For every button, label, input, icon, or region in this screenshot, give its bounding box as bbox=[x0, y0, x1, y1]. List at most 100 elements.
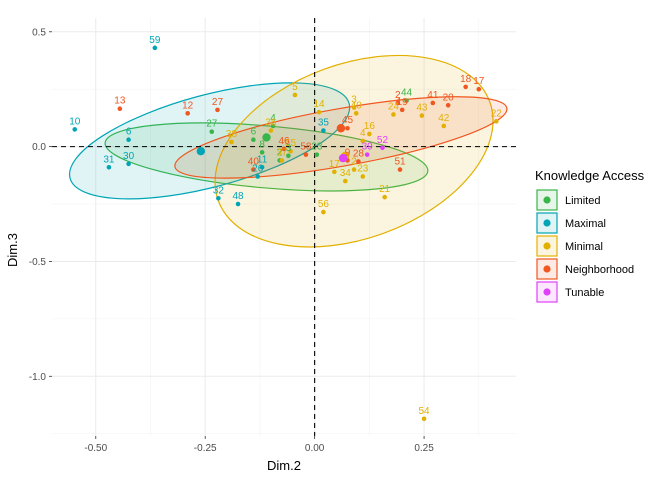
point-label: 18 bbox=[460, 74, 472, 85]
point-minimal bbox=[360, 174, 366, 179]
point-neighborhood bbox=[215, 107, 220, 113]
point-minimal bbox=[391, 112, 396, 117]
point-neighborhood bbox=[303, 152, 309, 157]
point-label: 6 bbox=[126, 127, 132, 138]
point-limited bbox=[270, 123, 276, 129]
point-label: 30 bbox=[123, 151, 135, 162]
point-label: 20 bbox=[443, 92, 455, 103]
data-points bbox=[72, 45, 499, 422]
point-label: 14 bbox=[313, 99, 325, 110]
point-label: 8 bbox=[259, 139, 265, 150]
point-minimal bbox=[292, 92, 298, 98]
point-minimal bbox=[494, 119, 499, 124]
point-label: 22 bbox=[491, 108, 503, 119]
point-label: 17 bbox=[329, 159, 341, 170]
point-neighborhood bbox=[117, 106, 123, 112]
point-minimal bbox=[441, 123, 447, 129]
legend: Knowledge Access Limited Maximal Minimal Ne… bbox=[535, 168, 645, 303]
point-label: 3 bbox=[351, 95, 357, 106]
point-limited bbox=[259, 150, 265, 155]
point-limited bbox=[286, 153, 291, 159]
point-minimal bbox=[360, 138, 366, 144]
point-minimal bbox=[332, 169, 337, 175]
point-label: 48 bbox=[232, 191, 244, 202]
point-limited bbox=[404, 98, 409, 103]
point-maximal bbox=[216, 195, 221, 201]
point-label: 4 bbox=[270, 113, 276, 124]
point-label: 44 bbox=[401, 88, 413, 99]
point-neighborhood bbox=[463, 84, 468, 90]
centroid-maximal bbox=[196, 147, 206, 156]
point-label: 16 bbox=[364, 121, 376, 132]
y-tick-label: -1.0 bbox=[29, 372, 47, 383]
point-maximal bbox=[235, 201, 241, 207]
point-label: 6 bbox=[251, 127, 257, 138]
point-label: 43 bbox=[416, 103, 428, 114]
ellipse-minimal bbox=[214, 54, 494, 248]
point-neighborhood bbox=[356, 159, 361, 164]
x-tick-label: -0.25 bbox=[194, 443, 217, 454]
legend-items: Limited Maximal Minimal Neighborhood Tunable bbox=[536, 189, 634, 303]
point-minimal bbox=[279, 158, 285, 163]
point-label: 37 bbox=[276, 147, 288, 158]
point-minimal bbox=[367, 131, 372, 137]
point-minimal bbox=[351, 167, 357, 172]
x-tick-label: 0.25 bbox=[414, 443, 434, 454]
point-label: 56 bbox=[318, 199, 330, 210]
point-label: 21 bbox=[379, 184, 391, 195]
legend-label: Minimal bbox=[565, 241, 603, 253]
point-minimal bbox=[321, 209, 326, 215]
point-label: 40 bbox=[248, 157, 260, 168]
legend-item-tunable: Tunable bbox=[536, 281, 604, 303]
x-tick-label: -0.50 bbox=[84, 443, 107, 454]
point-label: 11 bbox=[257, 154, 268, 165]
point-label: 40 bbox=[351, 100, 363, 111]
legend-key-dot bbox=[543, 242, 551, 250]
point-minimal bbox=[316, 109, 322, 115]
x-axis-title: Dim.2 bbox=[267, 458, 301, 473]
point-label: 19 bbox=[397, 97, 409, 108]
point-maximal bbox=[255, 174, 261, 179]
point-minimal bbox=[288, 148, 293, 154]
point-neighborhood bbox=[395, 100, 401, 106]
legend-item-limited: Limited bbox=[536, 189, 600, 211]
point-label: 52 bbox=[377, 135, 389, 146]
point-tunable bbox=[364, 152, 370, 157]
point-neighborhood bbox=[445, 102, 451, 108]
point-label: 27 bbox=[212, 97, 224, 108]
legend-label: Maximal bbox=[565, 218, 606, 230]
point-limited bbox=[314, 152, 320, 157]
point-label: 5 bbox=[292, 82, 298, 93]
point-neighborhood bbox=[476, 86, 482, 92]
legend-key-dot bbox=[543, 196, 551, 204]
point-label: 4 bbox=[360, 128, 366, 139]
point-maximal bbox=[106, 164, 112, 170]
point-minimal bbox=[353, 111, 359, 116]
ellipse-maximal bbox=[68, 82, 351, 200]
point-label: 41 bbox=[427, 90, 439, 101]
point-label: 38 bbox=[226, 129, 238, 140]
point-label: 34 bbox=[340, 168, 352, 179]
point-neighborhood bbox=[399, 107, 405, 113]
confidence-ellipses bbox=[68, 54, 508, 248]
legend-title: Knowledge Access bbox=[535, 168, 645, 183]
point-label: 24 bbox=[388, 101, 400, 112]
legend-key-dot bbox=[543, 219, 551, 227]
legend-item-maximal: Maximal bbox=[536, 212, 606, 234]
point-neighborhood bbox=[430, 100, 436, 106]
centroid-neighborhood bbox=[336, 124, 346, 133]
point-neighborhood bbox=[251, 167, 256, 172]
point-tunable bbox=[380, 145, 385, 151]
point-neighborhood bbox=[397, 167, 403, 172]
point-label: 39 bbox=[362, 142, 374, 153]
point-minimal bbox=[268, 128, 274, 133]
ellipse-neighborhood bbox=[174, 96, 508, 179]
point-label: 17 bbox=[473, 76, 485, 87]
centroid-tunable bbox=[338, 153, 348, 163]
point-minimal bbox=[419, 113, 425, 118]
point-limited bbox=[251, 137, 256, 143]
point-label: 2 bbox=[351, 157, 357, 168]
point-label: 36 bbox=[265, 118, 277, 129]
point-label: 58 bbox=[300, 142, 312, 153]
